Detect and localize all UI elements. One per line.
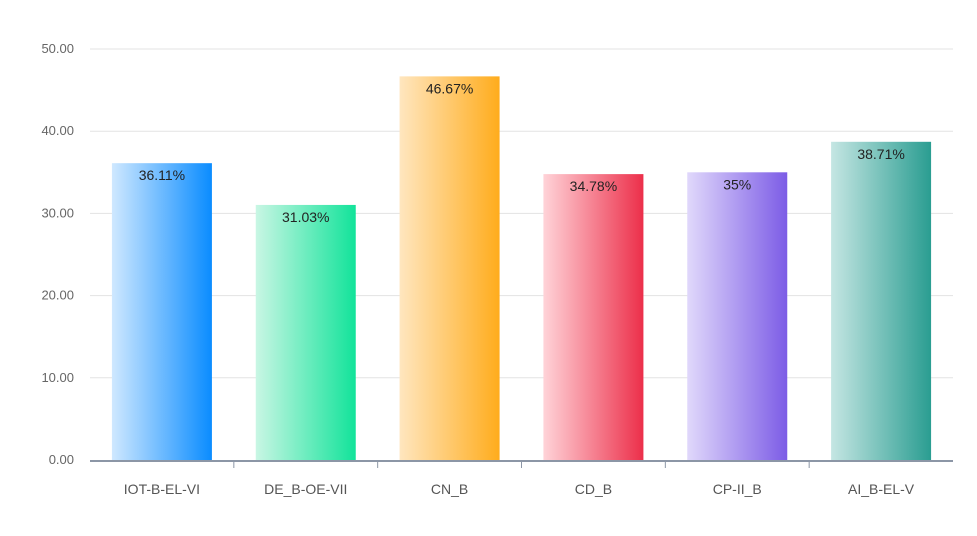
y-tick-label: 20.00 <box>41 288 74 303</box>
data-label: 34.78% <box>570 178 617 194</box>
bars <box>111 76 932 461</box>
y-tick-label: 10.00 <box>41 370 74 385</box>
x-tick-label: CN_B <box>431 481 468 497</box>
y-tick-label: 50.00 <box>41 41 74 56</box>
bar-cp-ii-b[interactable] <box>687 172 788 461</box>
data-label: 36.11% <box>139 167 185 183</box>
x-tick-label: AI_B-EL-V <box>848 481 915 497</box>
bar-ai-b-el-v[interactable] <box>831 141 932 460</box>
grid-lines <box>90 48 953 379</box>
bar-cd-b[interactable] <box>543 174 644 460</box>
data-label: 46.67% <box>426 80 473 96</box>
y-tick-label: 0.00 <box>49 452 74 467</box>
y-tick-label: 40.00 <box>41 123 74 138</box>
x-tick-label: DE_B-OE-VII <box>264 481 347 497</box>
bar-de-b-oe-vii[interactable] <box>255 204 356 460</box>
bar-iot-b-el-vi[interactable] <box>111 163 212 461</box>
x-tick-label: IOT-B-EL-VI <box>124 481 200 497</box>
x-tick-label: CP-II_B <box>713 481 762 497</box>
data-label: 31.03% <box>282 209 329 225</box>
bar-cn-b[interactable] <box>399 76 500 461</box>
labels: 0.00 10.00 20.00 30.00 40.00 50.00 36.11% IOT-B… <box>41 41 914 497</box>
y-tick-label: 30.00 <box>41 205 74 220</box>
data-label: 35% <box>723 176 751 192</box>
x-tick-label: CD_B <box>575 481 612 497</box>
data-label: 38.71% <box>857 146 904 162</box>
x-axis <box>90 460 953 468</box>
